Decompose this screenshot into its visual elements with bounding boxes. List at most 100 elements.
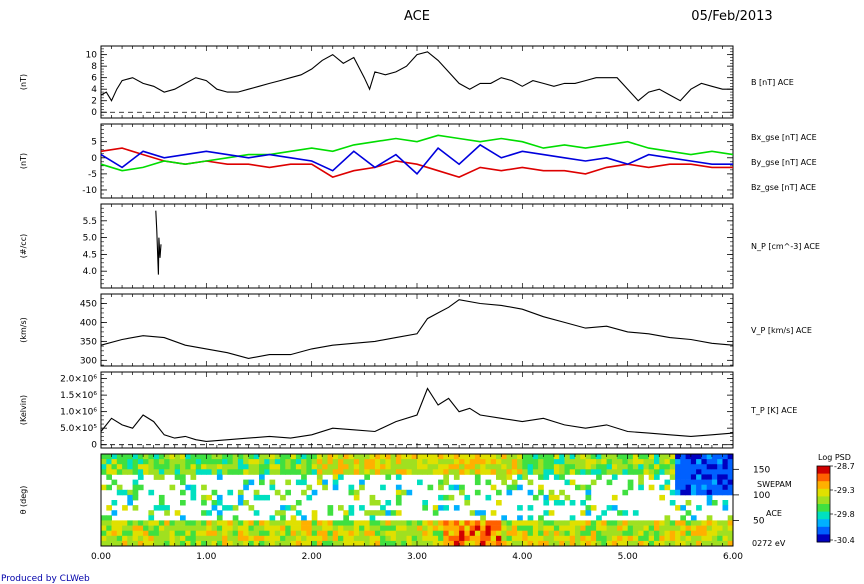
spectrogram-cell xyxy=(338,530,344,537)
spectrogram-cell xyxy=(201,494,207,501)
spectrogram-cell xyxy=(553,454,560,460)
spectrogram-cell xyxy=(575,484,581,491)
spectrogram-cell xyxy=(216,459,223,465)
spectrogram-cell xyxy=(295,525,302,532)
spectrogram-cell xyxy=(701,535,708,542)
spectrogram-cell xyxy=(464,454,471,460)
spectrogram-cell xyxy=(548,464,555,470)
spectrogram-cell xyxy=(353,454,360,460)
spectrogram-cell xyxy=(622,540,629,547)
spectrogram-cell xyxy=(575,469,581,475)
spectrogram-cell xyxy=(569,479,576,486)
spectrogram-cell xyxy=(606,505,613,511)
spectrogram-cell xyxy=(264,454,270,460)
spectrogram-cell xyxy=(511,459,518,465)
spectrogram-cell xyxy=(101,454,107,460)
spectrogram-cell xyxy=(685,520,692,526)
spectrogram-cell xyxy=(543,535,550,542)
spectrogram-cell xyxy=(543,459,550,465)
spectrogram-cell xyxy=(422,454,428,460)
spectrogram-cell xyxy=(701,479,708,486)
spectrogram-cell xyxy=(311,520,318,526)
spectrogram-cell xyxy=(180,464,186,470)
spectrogram-cell xyxy=(559,535,565,542)
spectrogram-cell xyxy=(580,530,586,537)
spectrogram-cell xyxy=(448,494,455,501)
spectrogram-cell xyxy=(696,459,702,465)
spectrogram-cell xyxy=(448,459,455,465)
spectrogram-cell xyxy=(216,494,223,501)
spectrogram-cell xyxy=(654,540,660,547)
spectrogram-cell xyxy=(643,469,650,475)
spectrogram-cell xyxy=(143,525,149,532)
spectrogram-cell xyxy=(532,459,539,465)
spectrogram-cell xyxy=(585,469,592,475)
spectrogram-cell xyxy=(164,505,170,511)
spectrogram-cell xyxy=(385,520,392,526)
spectrogram-cell xyxy=(158,474,165,480)
spectrogram-cell xyxy=(474,535,481,542)
spectrogram-cell xyxy=(438,454,444,460)
spectrogram-cell xyxy=(164,530,170,537)
spectrogram-cell xyxy=(659,520,665,526)
spectrogram-cell xyxy=(506,520,513,526)
spectrogram-cell xyxy=(427,484,434,491)
spectrogram-cell xyxy=(727,515,734,521)
spectrogram-cell xyxy=(627,530,634,537)
spectrogram-cell xyxy=(659,454,665,460)
spectrogram-cell xyxy=(580,500,586,506)
spectrogram-cell xyxy=(369,535,376,542)
spectrogram-cell xyxy=(132,505,139,511)
spectrogram-cell xyxy=(406,530,413,537)
spectrogram-cell xyxy=(348,505,355,511)
legend-entry: V_P [km/s] ACE xyxy=(751,326,812,335)
spectrogram-cell xyxy=(638,535,644,542)
spectrogram-cell xyxy=(259,520,265,526)
spectrogram-cell xyxy=(122,535,128,542)
spectrogram-cell xyxy=(338,464,344,470)
spectrogram-cell xyxy=(132,530,139,537)
spectrogram-cell xyxy=(669,454,676,460)
spectrogram-cell xyxy=(706,454,713,460)
spectrogram-cell xyxy=(390,469,397,475)
spectrogram-cell xyxy=(685,459,692,465)
spectrogram-cell xyxy=(385,540,392,547)
legend-entry: T_P [K] ACE xyxy=(750,406,797,415)
x-tick-label: 2.00 xyxy=(302,552,322,562)
spectrogram-cell xyxy=(669,469,676,475)
spectrogram-cell xyxy=(575,454,581,460)
spectrogram-cell xyxy=(527,505,534,511)
spectrogram-cell xyxy=(364,474,370,480)
credit-text: Produced by CLWeb xyxy=(1,574,90,584)
spectrogram-cell xyxy=(374,535,381,542)
spectrogram-cell xyxy=(306,494,313,501)
spectrogram-cell xyxy=(501,474,507,480)
spectrogram-cell xyxy=(622,459,629,465)
spectrogram-cell xyxy=(306,469,313,475)
spectrogram-cell xyxy=(469,454,476,460)
spectrogram-cell xyxy=(280,530,286,537)
spectrogram-cell xyxy=(343,464,349,470)
spectrogram-cell xyxy=(654,520,660,526)
spectrogram-cell xyxy=(532,540,539,547)
spectrogram-cell xyxy=(185,525,191,532)
spectrogram-cell xyxy=(511,454,518,460)
spectrogram-cell xyxy=(143,535,149,542)
spectrogram-cell xyxy=(464,500,471,506)
spectrogram-cell xyxy=(496,520,502,526)
spectrogram-cell xyxy=(632,459,639,465)
spectrogram-cell xyxy=(264,469,270,475)
spectrogram-cell xyxy=(401,535,407,542)
spectrogram-cell xyxy=(216,535,223,542)
spectrogram-cell xyxy=(290,520,297,526)
spectrogram-cell xyxy=(364,454,370,460)
spectrogram-cell xyxy=(696,525,702,532)
spectrogram-cell xyxy=(285,489,291,496)
spectrogram-cell xyxy=(680,525,686,532)
spectrogram-cell xyxy=(559,540,565,547)
spectrogram-cell xyxy=(469,520,476,526)
spectrogram-cell xyxy=(575,525,581,532)
y-tick-label: 2.0×10⁶ xyxy=(60,375,97,385)
spectrogram-cell xyxy=(411,535,418,542)
spectrogram-cell xyxy=(627,454,634,460)
